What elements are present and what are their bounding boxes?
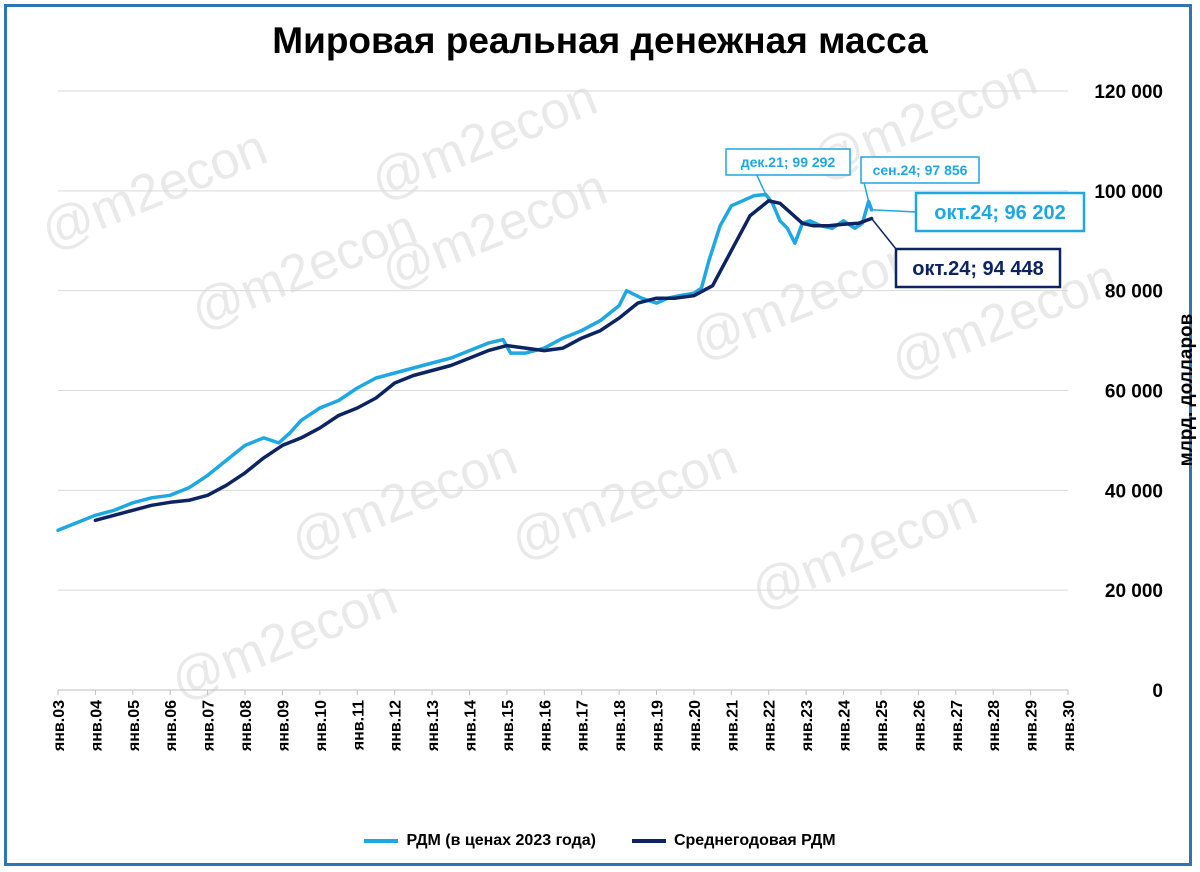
x-tick-label: янв.22 bbox=[762, 700, 779, 752]
x-tick-label: янв.27 bbox=[949, 700, 966, 752]
annotation-oct24-avg-leader bbox=[871, 218, 897, 250]
x-tick-label: янв.09 bbox=[275, 700, 292, 752]
watermark-text: @m2econ bbox=[503, 428, 745, 571]
x-tick-label: янв.20 bbox=[687, 700, 704, 752]
annotation-oct24-rdm-leader bbox=[871, 209, 917, 213]
annotation-oct24-avg-box bbox=[894, 247, 1062, 289]
x-tick-label: янв.24 bbox=[837, 700, 854, 752]
x-tick-label: янв.23 bbox=[799, 700, 816, 752]
x-tick-label: янв.11 bbox=[350, 700, 367, 751]
y-tick-label: 20 000 bbox=[1105, 581, 1163, 602]
annotation-dec21-label: дек.21; 99 292 bbox=[741, 154, 836, 170]
legend-item-avg: Среднегодовая РДМ bbox=[631, 832, 836, 850]
annotation-oct24-rdm-box bbox=[914, 191, 1086, 233]
x-tick-label: янв.06 bbox=[163, 700, 180, 752]
annotation-sep24-label: сен.24; 97 856 bbox=[873, 162, 968, 178]
annotation-layer: дек.21; 99 292 сен.24; 97 856 окт.24; 96 2… bbox=[725, 148, 1086, 289]
y-tick-label: 60 000 bbox=[1105, 382, 1163, 403]
series-lines bbox=[56, 192, 874, 533]
watermark-text: @m2econ bbox=[283, 428, 525, 571]
x-tick-label: янв.26 bbox=[911, 700, 928, 752]
y-tick-label: 120 000 bbox=[1094, 82, 1163, 103]
watermark-text: @m2econ bbox=[33, 118, 275, 261]
annotation-oct24-rdm-label: окт.24; 96 202 bbox=[934, 202, 1065, 224]
x-tick-label: янв.14 bbox=[462, 700, 479, 752]
legend-label-avg: Среднегодовая РДМ bbox=[673, 832, 836, 849]
x-tick-label: янв.18 bbox=[612, 700, 629, 752]
series-line-avg bbox=[93, 199, 874, 523]
x-tick-label: янв.25 bbox=[874, 700, 891, 752]
x-tick-label: янв.08 bbox=[238, 700, 255, 752]
annotation-dec21-box bbox=[725, 148, 851, 176]
watermark-text: @m2econ bbox=[743, 478, 985, 621]
annotation-oct24-avg-label: окт.24; 94 448 bbox=[912, 258, 1043, 280]
x-tick-label: янв.13 bbox=[425, 700, 442, 752]
chart-title: Мировая реальная денежная масса bbox=[272, 20, 928, 61]
x-tick-label: янв.04 bbox=[88, 700, 105, 752]
y-tick-label: 80 000 bbox=[1105, 282, 1163, 303]
x-tick-label: янв.12 bbox=[388, 700, 405, 752]
legend-item-rdm: РДМ (в ценах 2023 года) bbox=[364, 832, 596, 850]
grid-lines bbox=[58, 90, 1068, 691]
y-tick-label: 40 000 bbox=[1105, 481, 1163, 502]
watermark-layer: @m2econ@m2econ@m2econ@m2econ@m2econ@m2ec… bbox=[33, 48, 1125, 711]
x-tick-label: янв.16 bbox=[537, 700, 554, 752]
y-axis-label: млрд. долларов bbox=[1176, 314, 1197, 467]
x-tick-label: янв.05 bbox=[126, 700, 143, 752]
x-tick-label: янв.19 bbox=[650, 700, 667, 752]
x-tick-label: янв.15 bbox=[500, 700, 517, 752]
x-tick-label: янв.21 bbox=[724, 700, 741, 752]
series-line-rdm bbox=[56, 192, 874, 533]
legend-label-rdm: РДМ (в ценах 2023 года) bbox=[406, 832, 596, 849]
x-tick-label: янв.17 bbox=[575, 700, 592, 752]
legend: РДМ (в ценах 2023 года) Среднегодовая РД… bbox=[0, 832, 1200, 850]
x-tick-label: янв.10 bbox=[313, 700, 330, 752]
legend-swatch-avg bbox=[631, 839, 666, 843]
y-tick-label: 0 bbox=[1152, 681, 1163, 702]
y-tick-label: 100 000 bbox=[1094, 182, 1163, 203]
x-tick-label: янв.30 bbox=[1061, 700, 1078, 752]
x-tick-label: янв.28 bbox=[986, 700, 1003, 752]
x-axis-ticks: янв.03 янв.04 янв.05 янв.06 янв.07 янв.08 янв.… bbox=[51, 690, 1078, 752]
x-tick-label: янв.29 bbox=[1024, 700, 1041, 752]
legend-swatch-rdm bbox=[364, 839, 399, 843]
x-tick-label: янв.07 bbox=[201, 700, 218, 752]
annotation-sep24-box bbox=[860, 156, 980, 184]
chart-frame bbox=[4, 4, 1192, 866]
y-axis-ticks: 0 20 000 40 000 60 000 80 000 100 000 120 000 bbox=[1094, 82, 1163, 702]
x-tick-label: янв.03 bbox=[51, 700, 68, 752]
